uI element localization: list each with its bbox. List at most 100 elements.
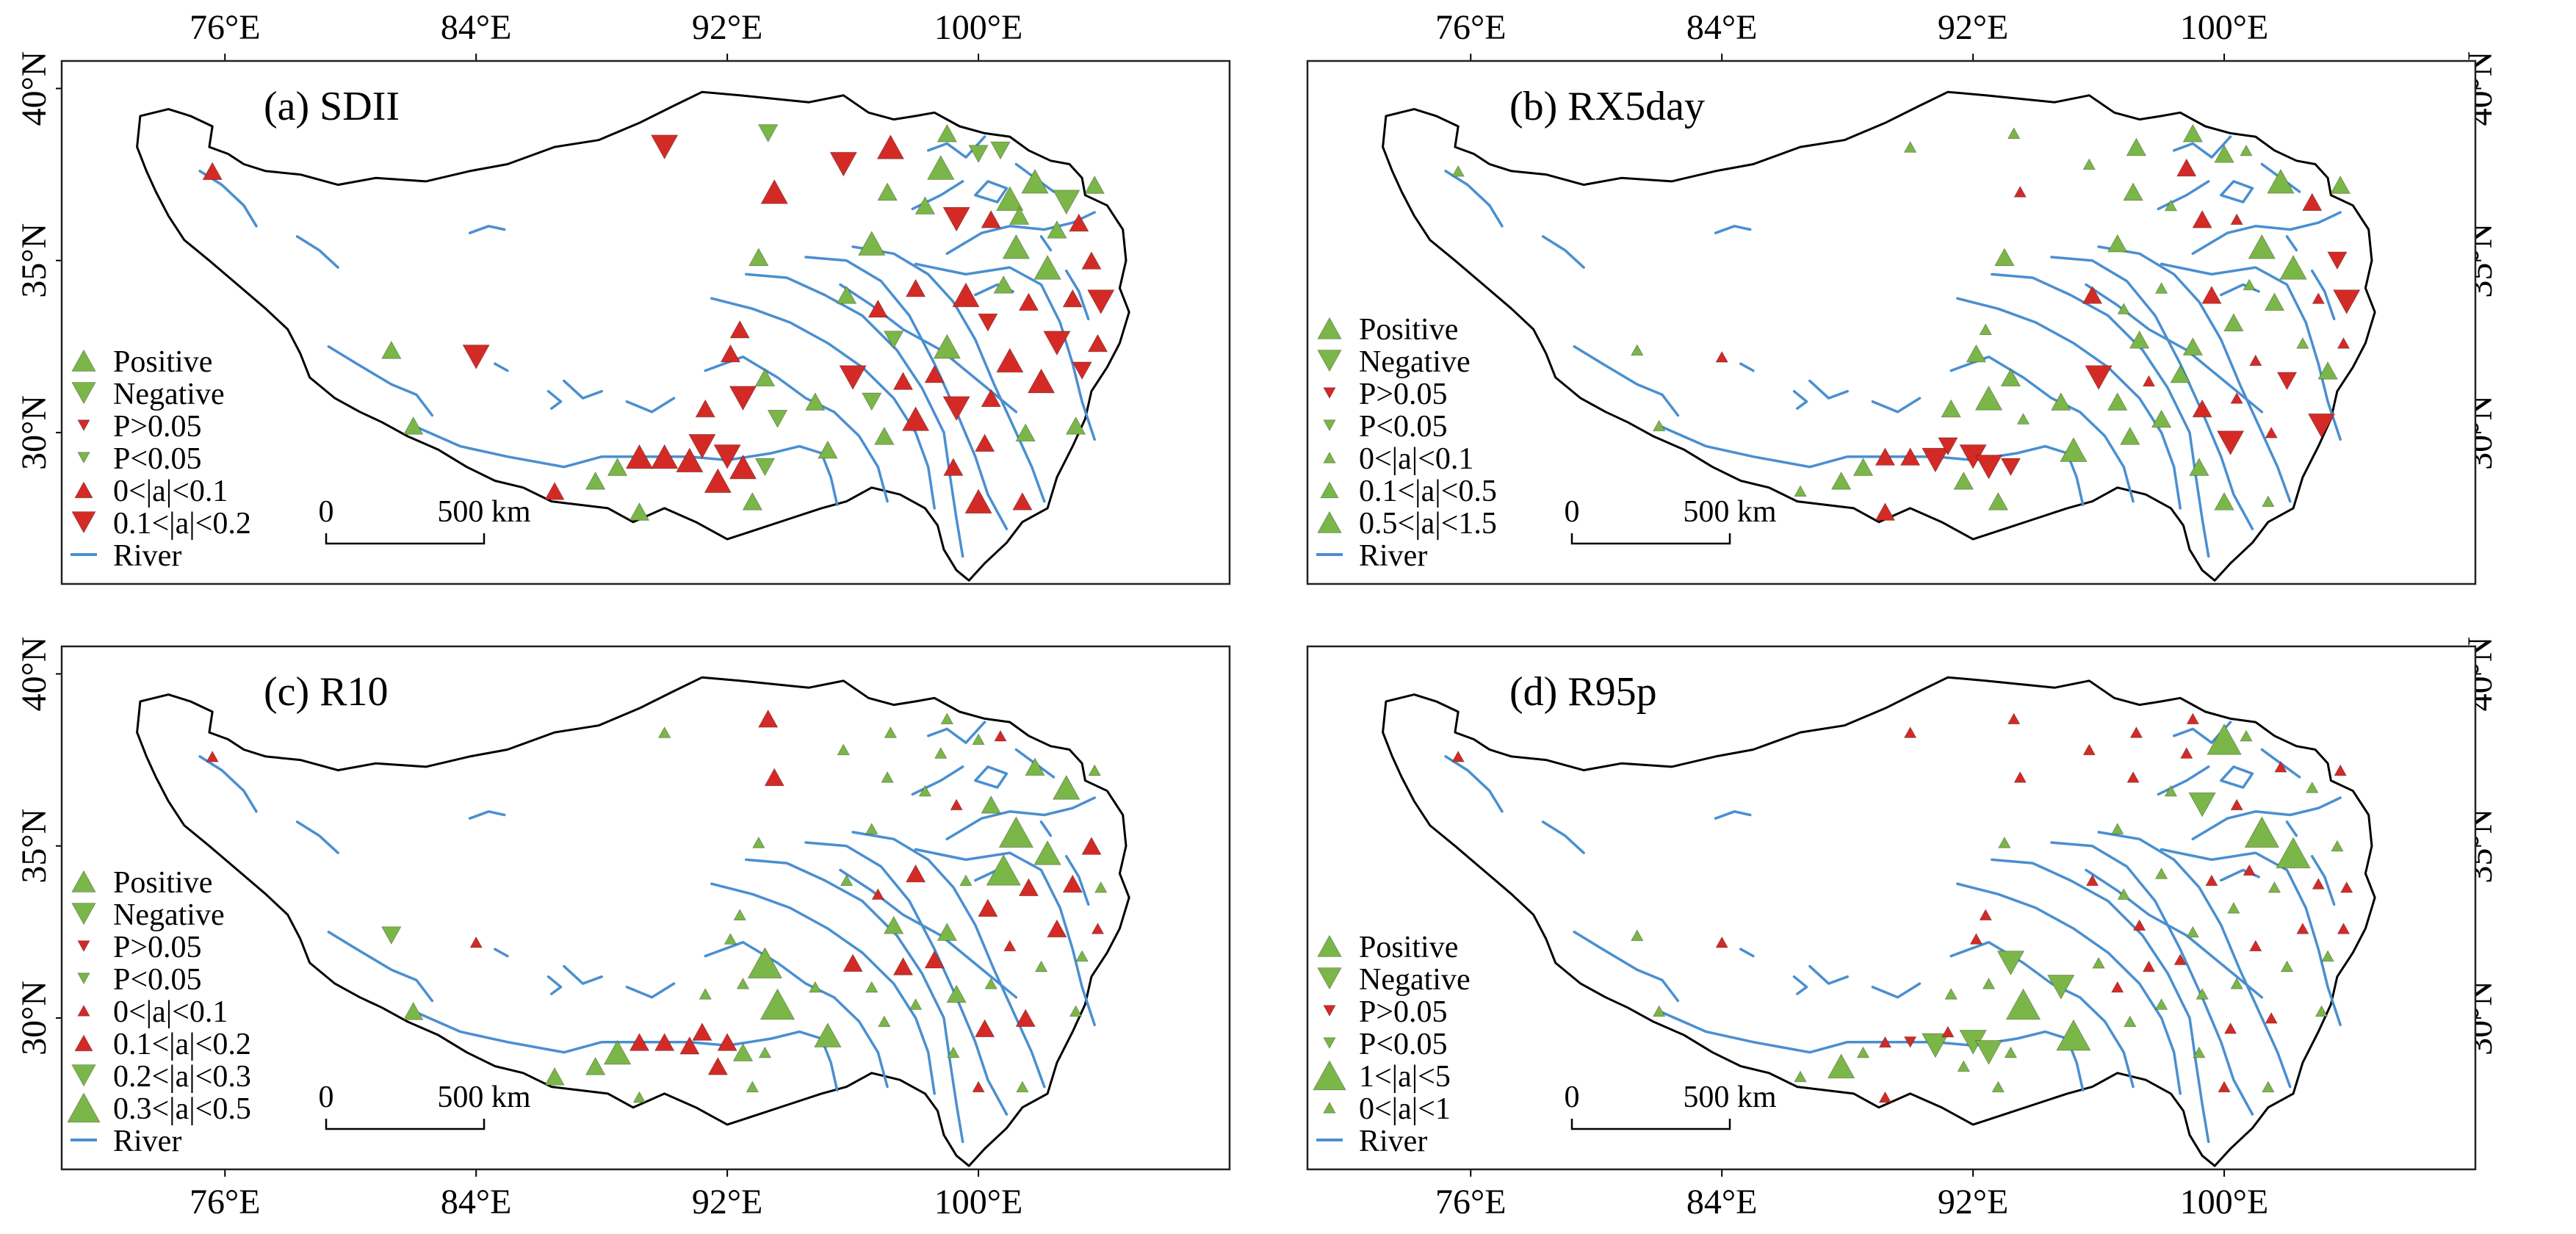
station-marker [1903,726,1917,738]
river-line [295,235,339,269]
station-marker [657,726,671,738]
river-line [546,389,563,410]
station-marker [952,282,980,308]
station-marker [998,816,1034,848]
legend-label: Negative [1359,345,1471,379]
station-marker [2223,313,2244,332]
legend-symbol [1323,419,1336,432]
legend-symbol [77,1004,90,1017]
scale-bar-line [325,1119,486,1130]
river-line [1444,170,1504,228]
top-lon-label: 92°E [692,8,763,47]
station-marker [2111,823,2124,834]
legend-symbol [74,481,93,499]
river-line [851,831,1046,1089]
scale-bar: 0 500 km [319,495,531,545]
station-marker [1830,471,1852,490]
river-line [1871,397,1922,414]
station-marker [2296,337,2309,349]
station-marker [1009,206,1030,225]
station-marker [748,248,769,267]
river-line [2285,820,2298,837]
river-line [468,225,506,234]
station-marker [1034,960,1048,973]
station-marker [881,771,894,783]
legend-label: P>0.05 [113,410,202,444]
station-marker [974,1019,995,1038]
river-line [468,810,506,820]
legend-label: Positive [1359,931,1458,964]
station-marker [2124,1015,2137,1028]
river-line [1039,235,1053,252]
station-marker [1047,220,1067,239]
station-marker [2123,182,2143,201]
legend-label: River [1359,539,1427,573]
river-line [945,796,1096,841]
river-line [625,397,676,414]
legend-label: 0<|a|<0.1 [1359,442,1473,476]
station-marker [2176,158,2197,177]
station-marker [2186,926,2200,938]
station-marker [918,784,932,797]
station-marker [2240,729,2253,742]
station-marker [2205,874,2218,887]
legend-label: River [1359,1125,1427,1158]
legend-label: 0<|a|<1 [1359,1092,1451,1126]
station-marker [2154,998,2168,1010]
station-marker [2207,723,2242,755]
station-marker [1072,361,1092,380]
legend-symbol [1317,934,1342,957]
station-marker [2142,960,2156,973]
scale-bar-line [1570,1119,1731,1130]
station-marker [1053,190,1080,215]
station-marker [818,440,838,459]
station-marker [202,162,223,180]
station-marker [729,454,757,480]
station-marker [2337,923,2350,934]
station-marker [2315,1005,2328,1017]
station-marker [650,134,679,160]
legend-label: River [113,1125,181,1158]
panel-d: (d) R95p PositiveNegativeP>0.05P<0.051<|a… [1306,645,2477,1171]
river-line [546,975,563,995]
river-line [2191,211,2342,256]
station-marker [746,1080,760,1093]
legend-label: 0.1<|a|<0.2 [113,507,251,541]
station-marker [2154,282,2168,294]
river-line [2220,765,2254,789]
river-line [1039,820,1053,837]
station-marker [1053,775,1080,800]
station-marker [462,344,490,369]
station-marker [206,750,219,762]
station-marker [927,155,955,180]
station-marker [2276,372,2298,391]
station-marker [2230,978,2243,989]
station-marker [676,447,704,472]
station-marker [2126,137,2147,156]
rivers [1444,721,2342,1144]
river-line [745,273,964,558]
station-marker [1015,423,1036,441]
river-line [327,931,434,1003]
panel-title: (a) SDII [264,84,400,129]
station-marker [695,399,715,418]
station-marker [1033,840,1061,865]
station-marker [544,482,565,500]
river-line [2191,796,2342,841]
left-lat-label: 35°N [15,223,54,298]
river-line [198,755,258,813]
station-marker [381,926,402,945]
station-marker [2164,199,2178,212]
station-marker [1827,1053,1855,1079]
bottom-lon-label: 76°E [1435,1183,1507,1222]
station-marker [940,712,954,724]
station-marker [2107,392,2128,411]
station-marker [2267,168,2295,194]
station-marker [1081,251,1102,270]
station-marker [747,947,783,979]
station-marker [2107,234,2128,253]
river-line [2310,269,2336,321]
station-marker [2016,413,2030,425]
stations [202,123,1115,521]
river-line [1714,810,1752,820]
